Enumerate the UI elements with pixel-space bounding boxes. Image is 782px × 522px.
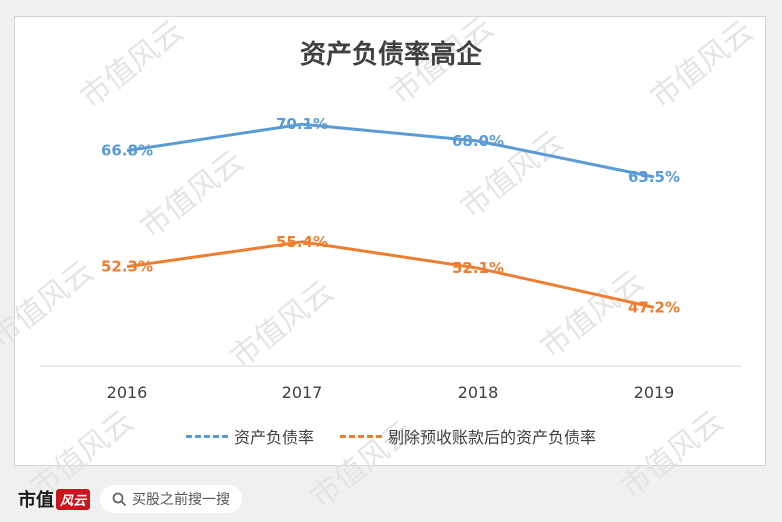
search-box[interactable]: 买股之前搜一搜 bbox=[100, 485, 243, 513]
legend-label: 资产负债率 bbox=[233, 428, 314, 447]
chart-legend: 资产负债率 剔除预收账款后的资产负债率 bbox=[0, 424, 782, 448]
legend-label: 剔除预收账款后的资产负债率 bbox=[388, 428, 597, 447]
data-label: 55.4% bbox=[276, 233, 328, 251]
data-label: 68.0% bbox=[452, 132, 504, 150]
x-tick-label: 2017 bbox=[282, 383, 323, 402]
legend-swatch bbox=[340, 434, 382, 438]
search-icon bbox=[112, 492, 126, 506]
brand-logo: 市值 风云 bbox=[18, 486, 91, 512]
search-text: 买股之前搜一搜 bbox=[132, 492, 231, 508]
data-label: 63.5% bbox=[628, 168, 680, 186]
x-tick-label: 2016 bbox=[107, 383, 148, 402]
legend-item-series-2: 剔除预收账款后的资产负债率 bbox=[340, 424, 596, 448]
brand-logo-mark: 风云 bbox=[56, 488, 91, 510]
chart-title: 资产负债率高企 bbox=[299, 40, 482, 70]
footer-bar: 市值 风云 买股之前搜一搜 bbox=[0, 476, 782, 522]
data-label: 66.8% bbox=[101, 142, 153, 160]
legend-swatch bbox=[185, 434, 228, 438]
legend-item-series-1: 资产负债率 bbox=[185, 424, 314, 448]
series-line-2 bbox=[126, 240, 655, 309]
data-label: 52.1% bbox=[452, 259, 504, 277]
x-tick-label: 2019 bbox=[634, 383, 675, 402]
data-label: 70.1% bbox=[276, 115, 328, 133]
brand-name: 市值 bbox=[18, 490, 54, 511]
line-chart: 2016 2017 2018 2019 66.8% 70.1% 68.0% 63.5% 52.3… bbox=[40, 115, 742, 402]
chart-frame bbox=[14, 16, 766, 466]
series-line-1 bbox=[126, 122, 655, 179]
x-tick-label: 2018 bbox=[458, 383, 499, 402]
data-label: 52.3% bbox=[101, 258, 153, 276]
data-label: 47.2% bbox=[628, 298, 680, 316]
